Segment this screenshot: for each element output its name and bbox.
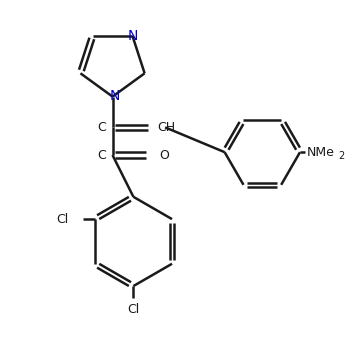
Text: CH: CH bbox=[157, 121, 175, 134]
Text: O: O bbox=[159, 149, 169, 162]
Text: N: N bbox=[127, 29, 137, 42]
Text: N: N bbox=[109, 89, 120, 102]
Text: C: C bbox=[97, 149, 106, 162]
Text: Cl: Cl bbox=[57, 213, 69, 226]
Text: NMe: NMe bbox=[307, 146, 335, 159]
Text: Cl: Cl bbox=[127, 303, 140, 316]
Text: C: C bbox=[97, 121, 106, 134]
Text: 2: 2 bbox=[339, 151, 345, 161]
